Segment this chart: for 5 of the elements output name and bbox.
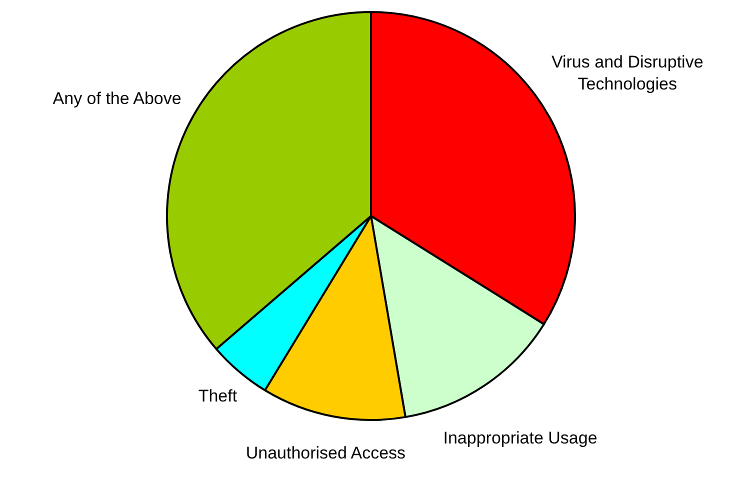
slice-label: Theft [198, 386, 238, 406]
slice-label: Any of the Above [52, 89, 182, 108]
slice-label: Unauthorised Access [246, 443, 406, 462]
slice-label: Inappropriate Usage [443, 428, 598, 448]
slice-label: Virus and Disruptive Technologies [551, 52, 704, 94]
